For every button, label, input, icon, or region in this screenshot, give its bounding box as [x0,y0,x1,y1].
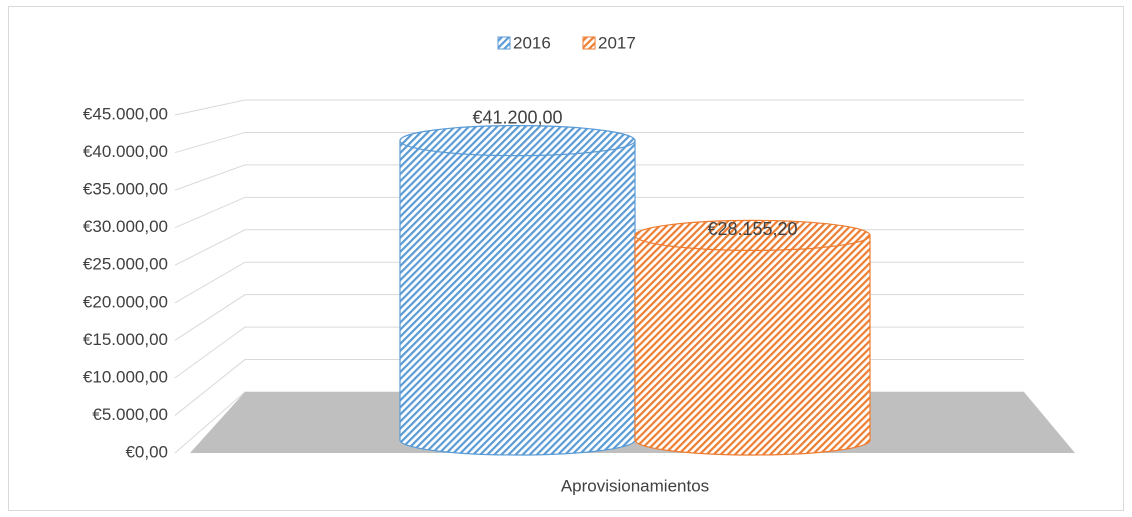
y-tick-label: €40.000,00 [83,142,168,161]
y-tick-label: €45.000,00 [83,104,168,123]
y-tick-label: €30.000,00 [83,217,168,236]
grid-line [174,196,1024,229]
cylinder [634,234,871,456]
data-label: €41.200,00 [472,107,562,127]
y-tick-label: €20.000,00 [83,292,168,311]
legend-swatch [497,36,511,50]
grid-line [174,99,1024,116]
legend-swatch [582,36,596,50]
y-tick-label: €10.000,00 [83,367,168,386]
y-tick-label: €0,00 [125,442,168,461]
x-tick-label: Aprovisionamientos [561,476,709,495]
data-label: €28.155,20 [707,219,797,239]
grid-line [174,131,1024,154]
legend-label: 2016 [513,33,551,52]
cylinder-top [634,219,871,252]
y-tick-label: €5.000,00 [92,405,168,424]
legend-label: 2017 [598,33,636,52]
y-tick-label: €25.000,00 [83,255,168,274]
y-tick-label: €15.000,00 [83,330,168,349]
cylinder-top [399,125,636,157]
grid-line [174,164,1024,191]
cylinder [399,140,636,456]
y-tick-label: €35.000,00 [83,180,168,199]
